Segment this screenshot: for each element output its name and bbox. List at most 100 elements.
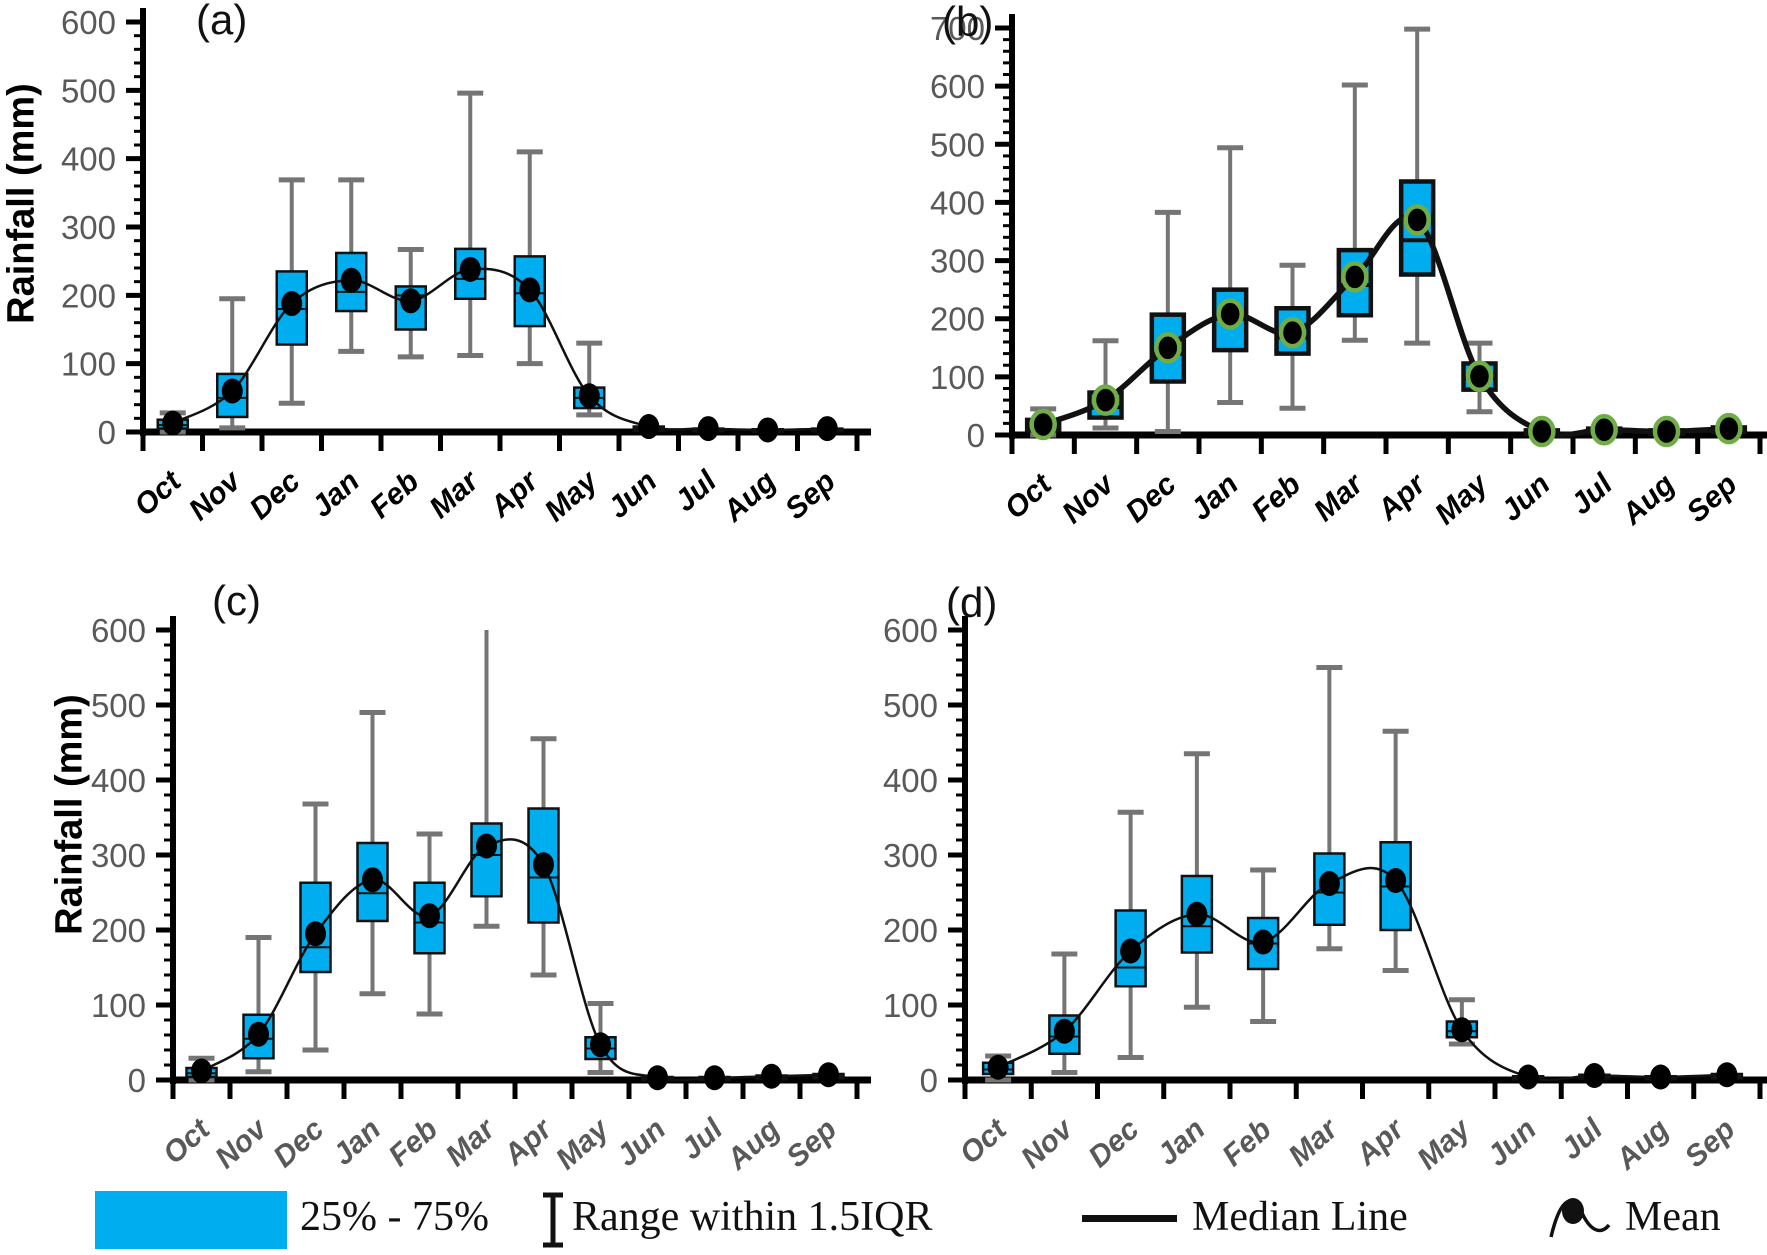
svg-text:Mar: Mar [1308,466,1371,528]
svg-text:Sep: Sep [779,465,842,526]
svg-text:600: 600 [930,68,985,105]
svg-text:200: 200 [883,912,938,949]
panel-c: 0 100 200 300 400 500 600 Oct Nov Dec Jan Feb Mar Apr… [0,545,880,1190]
svg-text:Nov: Nov [209,1111,275,1175]
panel-a: 0 100 200 300 400 500 600 Oct Nov Dec Jan Feb Mar Apr… [0,0,880,545]
svg-text:Jul: Jul [1565,467,1620,521]
svg-text:May: May [550,1112,616,1176]
svg-text:0: 0 [967,417,985,454]
svg-text:600: 600 [91,612,146,649]
svg-text:300: 300 [91,837,146,874]
svg-text:Jun: Jun [1495,468,1557,528]
svg-text:Sep: Sep [1681,468,1744,529]
panel-letter-d: (d) [946,579,998,626]
svg-text:Mar: Mar [1282,1111,1345,1173]
svg-text:600: 600 [61,4,116,41]
svg-text:Jul: Jul [675,1112,730,1166]
svg-text:200: 200 [61,277,116,314]
svg-text:500: 500 [61,72,116,109]
svg-text:300: 300 [61,209,116,246]
svg-text:Apr: Apr [1349,1111,1412,1172]
svg-text:Dec: Dec [243,464,306,526]
svg-text:Dec: Dec [267,1112,330,1174]
svg-text:Apr: Apr [497,1111,560,1172]
svg-text:300: 300 [883,837,938,874]
legend-label-median: Median Line [1192,1194,1408,1240]
y-axis-title-a: Rainfall (mm) [0,83,43,324]
svg-text:600: 600 [883,612,938,649]
panel-b: 0 100 200 300 400 500 600 700 Oct Nov Dec Jan Feb Mar… [880,0,1767,545]
svg-text:0: 0 [128,1062,146,1099]
svg-text:100: 100 [91,987,146,1024]
svg-text:Feb: Feb [1245,468,1307,528]
svg-text:700: 700 [930,10,985,47]
svg-text:Aug: Aug [716,465,782,529]
svg-text:Mar: Mar [423,463,486,525]
svg-text:May: May [538,464,604,528]
svg-text:Jul: Jul [1555,1112,1610,1166]
svg-text:Jan: Jan [1184,468,1245,527]
svg-text:Sep: Sep [780,1113,843,1174]
y-axis-title-c: Rainfall (mm) [48,694,91,935]
svg-text:500: 500 [930,126,985,163]
boxplot-chart-c: 0 100 200 300 400 500 600 OctNovDecJanFebMarApr… [91,612,871,1177]
svg-text:100: 100 [883,987,938,1024]
svg-text:Jan: Jan [305,465,366,524]
mean-marker-icon [1549,1198,1611,1238]
svg-text:Oct: Oct [128,463,189,522]
svg-text:Feb: Feb [1216,1113,1278,1173]
svg-text:Nov: Nov [1056,466,1122,530]
svg-text:Dec: Dec [1120,467,1183,529]
range-whisker-icon [543,1192,563,1248]
svg-text:Apr: Apr [1371,466,1434,527]
svg-text:Feb: Feb [382,1113,444,1173]
svg-text:0: 0 [98,414,116,451]
svg-text:300: 300 [930,243,985,280]
svg-text:Jul: Jul [669,464,724,518]
svg-text:100: 100 [61,346,116,383]
svg-text:Aug: Aug [1615,468,1681,532]
svg-text:200: 200 [930,301,985,338]
legend: 25% - 75% Range within 1.5IQR Median Lin… [0,1185,1767,1255]
svg-text:Dec: Dec [1082,1112,1145,1174]
legend-box-swatch [95,1191,287,1249]
svg-text:Jun: Jun [1481,1113,1543,1173]
svg-text:Oct: Oct [999,466,1060,525]
svg-text:500: 500 [883,687,938,724]
svg-text:Aug: Aug [1609,1113,1675,1177]
svg-text:200: 200 [91,912,146,949]
svg-text:0: 0 [920,1062,938,1099]
svg-text:May: May [1429,467,1495,531]
panel-letter-a: (a) [196,0,248,43]
boxplot-chart-d: 0 100 200 300 400 500 600 Oct Nov Dec Jan Feb Mar Apr… [883,612,1767,1177]
svg-text:Jan: Jan [327,1113,388,1172]
svg-text:400: 400 [91,762,146,799]
legend-label-mean: Mean [1625,1194,1721,1240]
svg-text:Feb: Feb [364,465,426,525]
svg-text:400: 400 [61,141,116,178]
svg-text:Jun: Jun [602,465,664,525]
legend-label-iqr: 25% - 75% [300,1194,489,1240]
svg-text:Mar: Mar [439,1111,502,1173]
svg-text:500: 500 [91,687,146,724]
svg-text:400: 400 [930,184,985,221]
svg-text:400: 400 [883,762,938,799]
svg-text:May: May [1411,1112,1477,1176]
panel-d: 0 100 200 300 400 500 600 Oct Nov Dec Jan Feb Mar Apr… [880,545,1767,1190]
svg-text:Nov: Nov [1015,1111,1081,1175]
median-line-icon [1082,1215,1177,1222]
svg-text:100: 100 [930,359,985,396]
svg-text:Oct: Oct [157,1111,218,1170]
svg-text:Nov: Nov [183,463,249,527]
svg-text:Jan: Jan [1151,1113,1212,1172]
panel-letter-c: (c) [212,577,261,624]
svg-text:Jun: Jun [610,1113,672,1173]
svg-text:Apr: Apr [483,463,546,524]
svg-text:Sep: Sep [1679,1113,1742,1174]
svg-text:Oct: Oct [954,1111,1015,1170]
svg-text:Aug: Aug [720,1113,786,1177]
panel-letter-b: (b) [942,0,994,45]
